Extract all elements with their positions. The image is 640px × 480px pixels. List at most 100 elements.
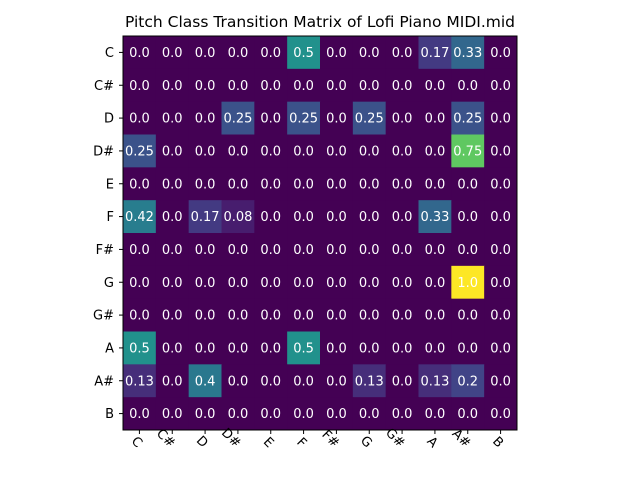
heatmap-cell	[254, 233, 288, 267]
cell-value-label: 0.0	[490, 144, 511, 159]
x-tick-label: B	[489, 434, 506, 451]
heatmap-cell	[352, 298, 387, 332]
heatmap-cell	[287, 364, 321, 398]
heatmap-cell	[188, 68, 222, 103]
y-tick-label: C	[105, 46, 114, 61]
cell-value-label: 0.0	[293, 243, 314, 258]
y-tick-label: F#	[96, 243, 114, 258]
cell-value-label: 0.0	[162, 46, 183, 61]
cell-value-label: 0.0	[293, 407, 314, 422]
cell-value-label: 0.0	[260, 79, 281, 94]
cell-value-label: 0.0	[457, 177, 478, 192]
cell-value-label: 0.0	[425, 79, 446, 94]
heatmap-cell	[123, 265, 157, 300]
cell-value-label: 0.0	[392, 79, 413, 94]
heatmap-cell	[320, 298, 354, 332]
heatmap-cells	[123, 36, 518, 431]
cell-value-label: 0.5	[129, 341, 150, 356]
cell-value-label: 0.0	[293, 177, 314, 192]
heatmap-cell	[155, 167, 190, 201]
cell-value-label: 0.0	[195, 79, 216, 94]
cell-value-label: 0.0	[260, 144, 281, 159]
cell-value-label: 0.0	[392, 407, 413, 422]
heatmap-cell	[451, 101, 485, 135]
x-tick-label: C	[128, 434, 145, 451]
x-tick-label: F	[293, 435, 309, 451]
cell-value-label: 0.2	[457, 374, 478, 389]
cell-value-label: 0.0	[129, 407, 150, 422]
heatmap-cell	[320, 200, 354, 234]
y-tick-label: G#	[93, 309, 114, 324]
cell-value-label: 0.0	[162, 210, 183, 225]
heatmap-cell	[320, 265, 354, 300]
heatmap-cell	[188, 167, 222, 201]
heatmap-cell	[188, 36, 222, 70]
cell-value-label: 0.0	[228, 177, 249, 192]
cell-value-label: 0.0	[228, 144, 249, 159]
heatmap-cell	[418, 134, 452, 168]
heatmap-cell	[385, 200, 419, 234]
heatmap-cell	[155, 397, 190, 431]
cell-value-label: 0.0	[359, 407, 380, 422]
cell-value-label: 0.0	[162, 144, 183, 159]
heatmap-cell	[254, 101, 288, 135]
cell-value-label: 0.0	[162, 276, 183, 291]
cell-value-label: 0.0	[162, 243, 183, 258]
cell-value-label: 0.0	[457, 243, 478, 258]
heatmap-cell	[221, 36, 255, 70]
heatmap-cell	[385, 397, 419, 431]
cell-value-label: 0.0	[490, 177, 511, 192]
heatmap-cell	[287, 298, 321, 332]
y-tick-label: D	[104, 112, 114, 127]
heatmap-cell	[451, 68, 485, 103]
cell-value-label: 0.0	[326, 341, 347, 356]
cell-value-label: 0.0	[392, 177, 413, 192]
heatmap-cell	[221, 298, 255, 332]
heatmap-cell	[385, 298, 419, 332]
heatmap-cell	[287, 233, 321, 267]
cell-value-label: 0.33	[453, 46, 482, 61]
x-tick-label: A	[424, 434, 441, 451]
heatmap-cell	[451, 364, 485, 398]
cell-value-label: 0.0	[162, 79, 183, 94]
heatmap-cell	[418, 265, 452, 300]
cell-value-label: 0.08	[223, 210, 252, 225]
cell-value-label: 0.25	[289, 112, 318, 127]
cell-value-label: 0.0	[392, 309, 413, 324]
cell-value-label: 0.0	[326, 46, 347, 61]
heatmap-cell	[155, 36, 190, 70]
y-tick-label: B	[105, 407, 114, 422]
cell-value-label: 0.0	[129, 243, 150, 258]
x-tick-label: E	[260, 435, 276, 451]
heatmap-cell	[188, 364, 222, 398]
cell-value-label: 0.0	[228, 79, 249, 94]
cell-value-label: 0.0	[359, 276, 380, 291]
heatmap-cell	[188, 397, 222, 431]
cell-value-label: 0.25	[125, 144, 154, 159]
cell-value-label: 0.0	[425, 276, 446, 291]
heatmap-cell	[123, 101, 157, 135]
heatmap-cell	[352, 200, 387, 234]
cell-value-label: 0.0	[293, 210, 314, 225]
heatmap-cell	[221, 364, 255, 398]
cell-value-label: 0.33	[420, 210, 449, 225]
cell-value-label: 0.0	[260, 374, 281, 389]
heatmap-cell	[155, 331, 190, 365]
cell-value-label: 0.0	[228, 309, 249, 324]
heatmap-cell	[254, 134, 288, 168]
cell-value-label: 0.0	[195, 144, 216, 159]
cell-value-label: 0.0	[490, 341, 511, 356]
cell-value-label: 0.0	[359, 210, 380, 225]
y-tick-label: C#	[94, 79, 114, 94]
heatmap-cell	[352, 68, 387, 103]
cell-value-label: 0.0	[129, 112, 150, 127]
cell-value-label: 0.17	[420, 46, 449, 61]
heatmap-cell	[155, 134, 190, 168]
y-tick-label: A#	[94, 374, 114, 389]
cell-value-label: 0.0	[228, 276, 249, 291]
cell-value-label: 0.0	[129, 177, 150, 192]
cell-value-label: 0.0	[162, 407, 183, 422]
cell-value-label: 0.0	[195, 112, 216, 127]
heatmap-cell	[385, 265, 419, 300]
heatmap-cell	[484, 233, 518, 267]
